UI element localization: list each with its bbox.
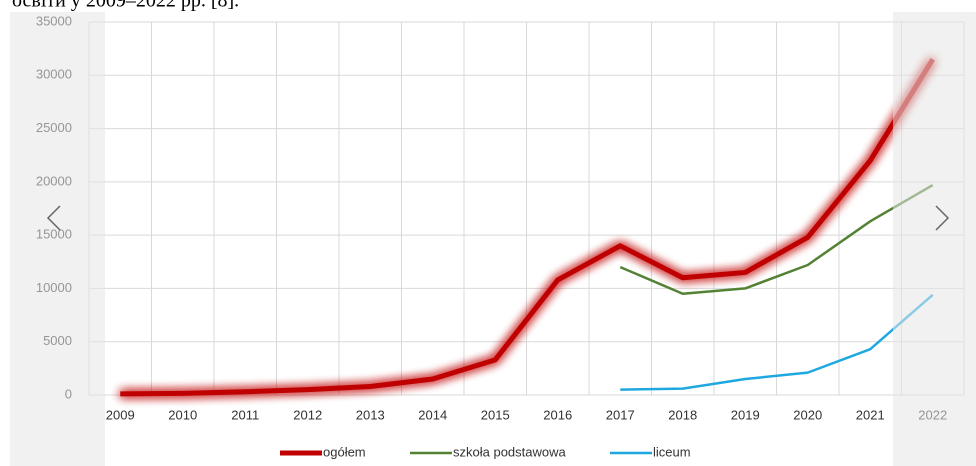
- x-tick-label: 2019: [731, 407, 760, 422]
- x-tick-label: 2021: [856, 407, 885, 422]
- x-tick-label: 2010: [168, 407, 197, 422]
- x-tick-label: 2014: [418, 407, 447, 422]
- x-tick-label: 2009: [106, 407, 135, 422]
- x-tick-label: 2016: [543, 407, 572, 422]
- prev-panel: [10, 12, 105, 466]
- x-tick-label: 2012: [293, 407, 322, 422]
- x-tick-label: 2015: [481, 407, 510, 422]
- x-tick-label: 2017: [606, 407, 635, 422]
- legend-label: liceum: [653, 444, 691, 459]
- legend-label: ogółem: [323, 444, 366, 459]
- next-panel: [893, 12, 976, 466]
- caption: освіти у 2009–2022 рр. [8].: [12, 0, 239, 12]
- series-line: [620, 293, 934, 391]
- prev-arrow[interactable]: [46, 205, 61, 231]
- series-line: [619, 183, 934, 296]
- x-tick-label: 2020: [793, 407, 822, 422]
- x-tick-label: 2018: [668, 407, 697, 422]
- x-tick-label: 2011: [231, 407, 259, 422]
- x-tick-label: 2013: [356, 407, 385, 422]
- legend-label: szkoła podstawowa: [453, 444, 566, 459]
- next-arrow[interactable]: [935, 205, 950, 231]
- series-line: [120, 57, 935, 397]
